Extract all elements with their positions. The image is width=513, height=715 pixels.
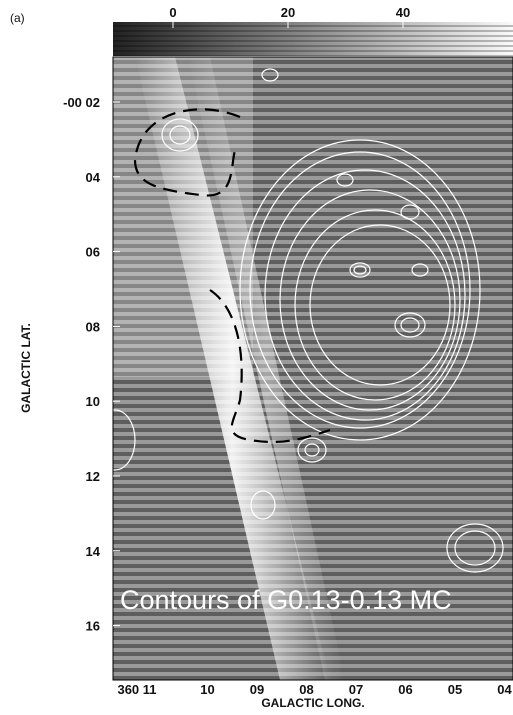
x-tick-label: 08 xyxy=(299,682,313,697)
image xyxy=(113,57,513,680)
y-tick-label: 12 xyxy=(86,469,100,484)
x-tick-label: 10 xyxy=(200,682,214,697)
colorbar-tick-label: 0 xyxy=(169,5,176,20)
y-tick-label: 04 xyxy=(86,170,101,185)
y-axis-title: GALACTIC LAT. xyxy=(19,323,33,413)
frame xyxy=(112,56,513,681)
y-tick-label: 06 xyxy=(86,245,100,260)
y-tick-label: 10 xyxy=(86,394,100,409)
x-tick-label: 09 xyxy=(250,682,264,697)
panel-label: (a) xyxy=(10,11,25,25)
x-tick-label: 05 xyxy=(448,682,462,697)
y-tick-label: 16 xyxy=(86,619,100,634)
x-axis-title: GALACTIC LONG. xyxy=(261,696,364,710)
x-tick-label: 06 xyxy=(398,682,412,697)
filament-2 xyxy=(188,57,345,680)
filament xyxy=(135,57,330,680)
x-tick-label: 360 11 xyxy=(117,682,156,697)
y-tick-label: -00 02 xyxy=(63,95,100,110)
colorbar-tick-label: 20 xyxy=(281,5,295,20)
colorbar-stripes xyxy=(113,22,513,56)
y-tick-label: 08 xyxy=(86,319,100,334)
y-tick-label: 14 xyxy=(86,544,101,559)
x-tick-label: 07 xyxy=(349,682,363,697)
dashed-contours xyxy=(133,108,331,444)
contours xyxy=(113,68,504,573)
x-tick-label: 04 xyxy=(497,682,512,697)
overlay-text: Contours of G0.13-0.13 MC xyxy=(120,585,452,615)
colorbar-tick-label: 40 xyxy=(396,5,410,20)
